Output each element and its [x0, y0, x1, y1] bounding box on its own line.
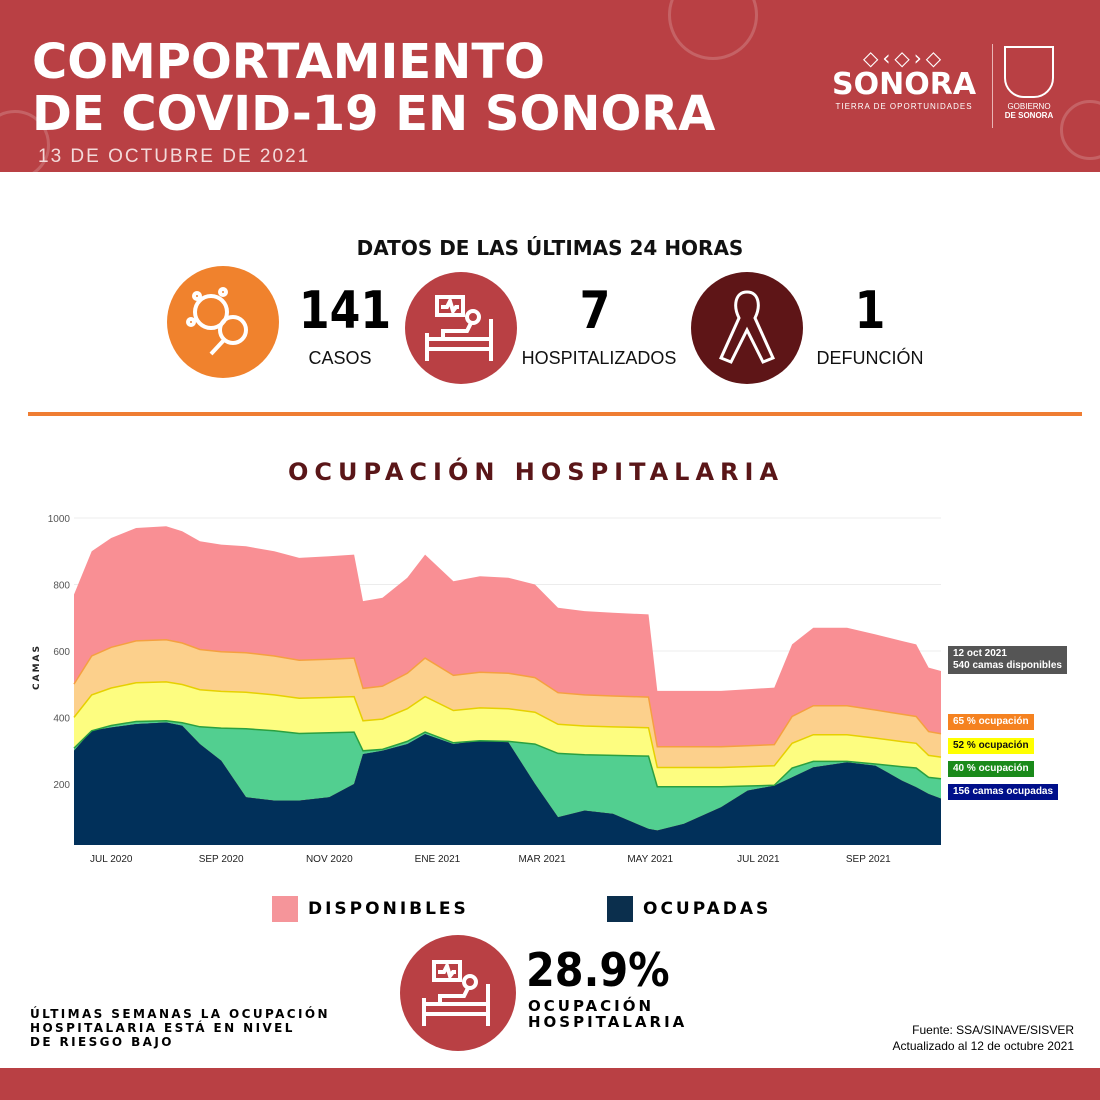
y-tick-label: 200 — [53, 780, 70, 791]
logo-pattern: ◇‹◇›◇ — [862, 46, 946, 70]
daily-title: DATOS DE LAS ÚLTIMAS 24 HORAS — [356, 236, 744, 260]
gobierno-logo: GOBIERNO DE SONORA — [1002, 46, 1056, 120]
threshold-line-40 — [73, 720, 942, 788]
gov-line-1: GOBIERNO — [1007, 102, 1051, 111]
ribbon-icon — [718, 290, 776, 364]
annotation-available-text: 540 camas disponibles — [953, 660, 1062, 671]
deaths-value: 1 — [854, 281, 886, 341]
gov-line-2: DE SONORA — [1004, 111, 1054, 120]
legend-swatch-disponibles — [272, 896, 298, 922]
risk-line-2: HOSPITALARIA ESTÁ EN NIVEL — [30, 1021, 295, 1035]
hospitalized-value: 7 — [579, 281, 611, 341]
threshold-line-65 — [73, 639, 942, 748]
y-tick-label: 400 — [53, 714, 70, 725]
occupancy-circle — [400, 935, 516, 1051]
cases-label: CASOS — [308, 348, 372, 368]
threshold-line-52 — [73, 681, 942, 769]
y-tick-label: 1000 — [48, 514, 71, 525]
legend-label-disponibles: DISPONIBLES — [308, 899, 469, 919]
y-tick-label: 800 — [53, 581, 70, 592]
risk-line-3: DE RIESGO BAJO — [30, 1035, 174, 1049]
hospitalized-circle — [405, 272, 517, 384]
annotation-available: 12 oct 2021 540 camas disponibles — [948, 646, 1067, 674]
state-seal-icon — [1004, 46, 1054, 98]
hospital-bed-icon — [422, 960, 490, 1026]
x-tick-label: MAY 2021 — [627, 854, 673, 865]
footer-banner — [0, 1068, 1100, 1100]
occupancy-label: OCUPACIÓN HOSPITALARIA — [528, 998, 687, 1030]
title-line-2: DE COVID-19 EN SONORA — [32, 86, 716, 142]
annotation-date: 12 oct 2021 — [953, 648, 1007, 659]
annotation-occupied: 156 camas ocupadas — [948, 784, 1059, 800]
virus-search-icon — [186, 287, 248, 356]
legend-ocupadas: OCUPADAS — [607, 896, 771, 922]
sonora-logo: ◇‹◇›◇ SONORA TIERRA DE OPORTUNIDADES — [832, 46, 976, 111]
x-tick-label: JUL 2020 — [90, 854, 133, 865]
logo-tagline: TIERRA DE OPORTUNIDADES — [835, 102, 973, 111]
x-tick-label: NOV 2020 — [306, 854, 353, 865]
hospitalized-label: HOSPITALIZADOS — [521, 348, 677, 368]
logo-divider — [992, 44, 993, 128]
area-ocupadas — [74, 722, 941, 845]
x-tick-label: SEP 2021 — [846, 854, 891, 865]
x-tick-label: JUL 2021 — [737, 854, 780, 865]
page-title: COMPORTAMIENTO DE COVID-19 EN SONORA — [32, 36, 715, 140]
threshold-tag-65: 65 % ocupación — [948, 714, 1034, 730]
legend-swatch-ocupadas — [607, 896, 633, 922]
header-banner: COMPORTAMIENTO DE COVID-19 EN SONORA 13 … — [0, 0, 1100, 172]
threshold-tag-40: 40 % ocupación — [948, 761, 1034, 777]
source-note: Fuente: SSA/SINAVE/SISVER Actualizado al… — [893, 1022, 1074, 1054]
risk-line-1: ÚLTIMAS SEMANAS LA OCUPACIÓN — [30, 1007, 330, 1021]
legend-disponibles: DISPONIBLES — [272, 896, 469, 922]
occupancy-label-line-1: OCUPACIÓN — [528, 997, 655, 1015]
title-line-1: COMPORTAMIENTO — [32, 34, 545, 90]
legend-label-ocupadas: OCUPADAS — [643, 899, 772, 919]
threshold-tag-52: 52 % ocupación — [948, 738, 1034, 754]
y-tick-label: 600 — [53, 647, 70, 658]
occupancy-percent: 28.9% — [526, 943, 670, 997]
logo-name: SONORA — [832, 67, 977, 102]
y-axis-label: CAMAS — [32, 644, 42, 690]
deaths-label: DEFUNCIÓN — [816, 348, 924, 368]
occupancy-chart: 200 400 600 800 1000 CAMAS JUL 2020 SEP 2020 NOV… — [32, 514, 942, 865]
source-text: Fuente: SSA/SINAVE/SISVER — [912, 1023, 1074, 1037]
updated-text: Actualizado al 12 de octubre 2021 — [892, 1039, 1074, 1053]
report-date: 13 DE OCTUBRE DE 2021 — [38, 146, 311, 167]
hospital-bed-icon — [425, 295, 493, 361]
cases-circle — [167, 266, 279, 378]
deaths-circle — [691, 272, 803, 384]
chart-title: OCUPACIÓN HOSPITALARIA — [287, 458, 785, 486]
virus-decoration-icon — [1060, 100, 1100, 160]
x-tick-label: SEP 2020 — [199, 854, 244, 865]
section-divider — [28, 412, 1082, 416]
virus-decoration-icon — [0, 110, 50, 172]
risk-statement: ÚLTIMAS SEMANAS LA OCUPACIÓN HOSPITALARI… — [30, 1007, 330, 1049]
cases-value: 141 — [298, 281, 392, 341]
x-tick-label: ENE 2021 — [415, 854, 461, 865]
occupancy-label-line-2: HOSPITALARIA — [528, 1013, 688, 1031]
x-tick-label: MAR 2021 — [518, 854, 566, 865]
